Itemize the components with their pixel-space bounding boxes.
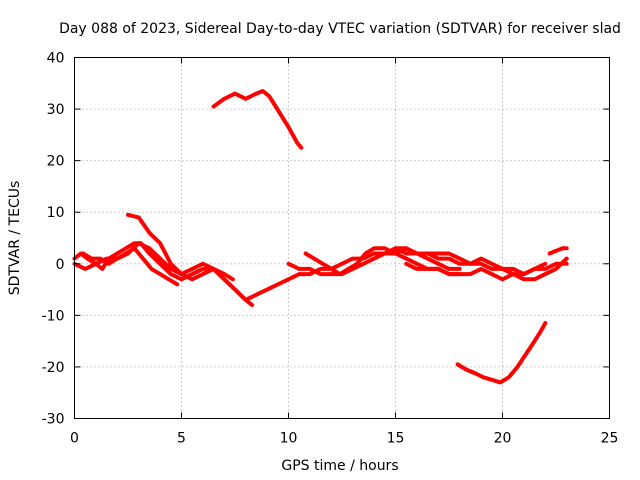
x-tick-label: 5 — [177, 431, 186, 447]
y-tick-label: 0 — [56, 257, 65, 273]
plot-frame — [74, 57, 610, 419]
y-tick-label: -20 — [42, 360, 65, 376]
x-axis-label: GPS time / hours — [281, 458, 398, 474]
x-tick-label: 20 — [494, 431, 512, 447]
y-tick-label: 10 — [47, 205, 65, 221]
series-track-k — [211, 89, 304, 150]
series-group — [72, 89, 569, 385]
series-track-l — [455, 321, 548, 385]
chart-title: Day 088 of 2023, Sidereal Day-to-day VTE… — [59, 21, 621, 37]
y-tick-label: 40 — [47, 51, 65, 67]
series-track-h — [372, 246, 569, 282]
series-track-d — [81, 246, 180, 287]
series-track-b — [72, 241, 235, 282]
y-tick-label: 20 — [47, 154, 65, 170]
x-tick-label: 0 — [70, 431, 79, 447]
y-tick-label: -10 — [42, 308, 65, 324]
series-track-j — [547, 246, 569, 256]
series-track-i — [404, 261, 548, 282]
grid — [74, 57, 610, 419]
y-axis: -30 -20 -10 0 10 20 30 40 — [42, 51, 610, 428]
series-track-c — [126, 212, 248, 302]
x-tick-label: 25 — [601, 431, 619, 447]
y-axis-label: SDTVAR / TECUs — [7, 181, 23, 296]
x-tick-label: 10 — [280, 431, 298, 447]
series-track-e — [243, 246, 462, 302]
x-axis: 0 5 10 15 20 25 — [70, 57, 619, 447]
y-tick-label: 30 — [47, 102, 65, 118]
y-tick-label: -30 — [42, 412, 65, 428]
x-tick-label: 15 — [387, 431, 405, 447]
